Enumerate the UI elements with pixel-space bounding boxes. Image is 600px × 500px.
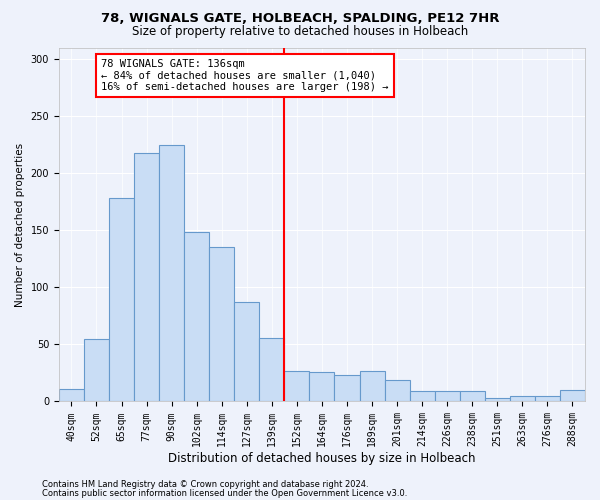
Bar [109,198,134,402]
Bar [410,391,434,402]
Bar [284,370,310,402]
Text: 78, WIGNALS GATE, HOLBEACH, SPALDING, PE12 7HR: 78, WIGNALS GATE, HOLBEACH, SPALDING, PE… [101,12,499,26]
Text: Contains public sector information licensed under the Open Government Licence v3: Contains public sector information licen… [42,488,407,498]
Bar [535,396,560,402]
Text: 78 WIGNALS GATE: 136sqm
← 84% of detached houses are smaller (1,040)
16% of semi: 78 WIGNALS GATE: 136sqm ← 84% of detache… [101,59,389,92]
Bar [209,248,234,402]
Bar [560,390,585,402]
Bar [460,391,485,402]
Bar [359,370,385,402]
X-axis label: Distribution of detached houses by size in Holbeach: Distribution of detached houses by size … [168,452,476,465]
Y-axis label: Number of detached properties: Number of detached properties [15,142,25,306]
Bar [259,338,284,402]
Bar [310,372,334,402]
Bar [434,391,460,402]
Bar [485,398,510,402]
Text: Size of property relative to detached houses in Holbeach: Size of property relative to detached ho… [132,25,468,38]
Bar [159,144,184,402]
Bar [84,338,109,402]
Bar [334,375,359,402]
Bar [59,389,84,402]
Bar [234,302,259,402]
Bar [510,396,535,402]
Bar [385,380,410,402]
Text: Contains HM Land Registry data © Crown copyright and database right 2024.: Contains HM Land Registry data © Crown c… [42,480,368,489]
Bar [134,152,159,402]
Bar [184,232,209,402]
